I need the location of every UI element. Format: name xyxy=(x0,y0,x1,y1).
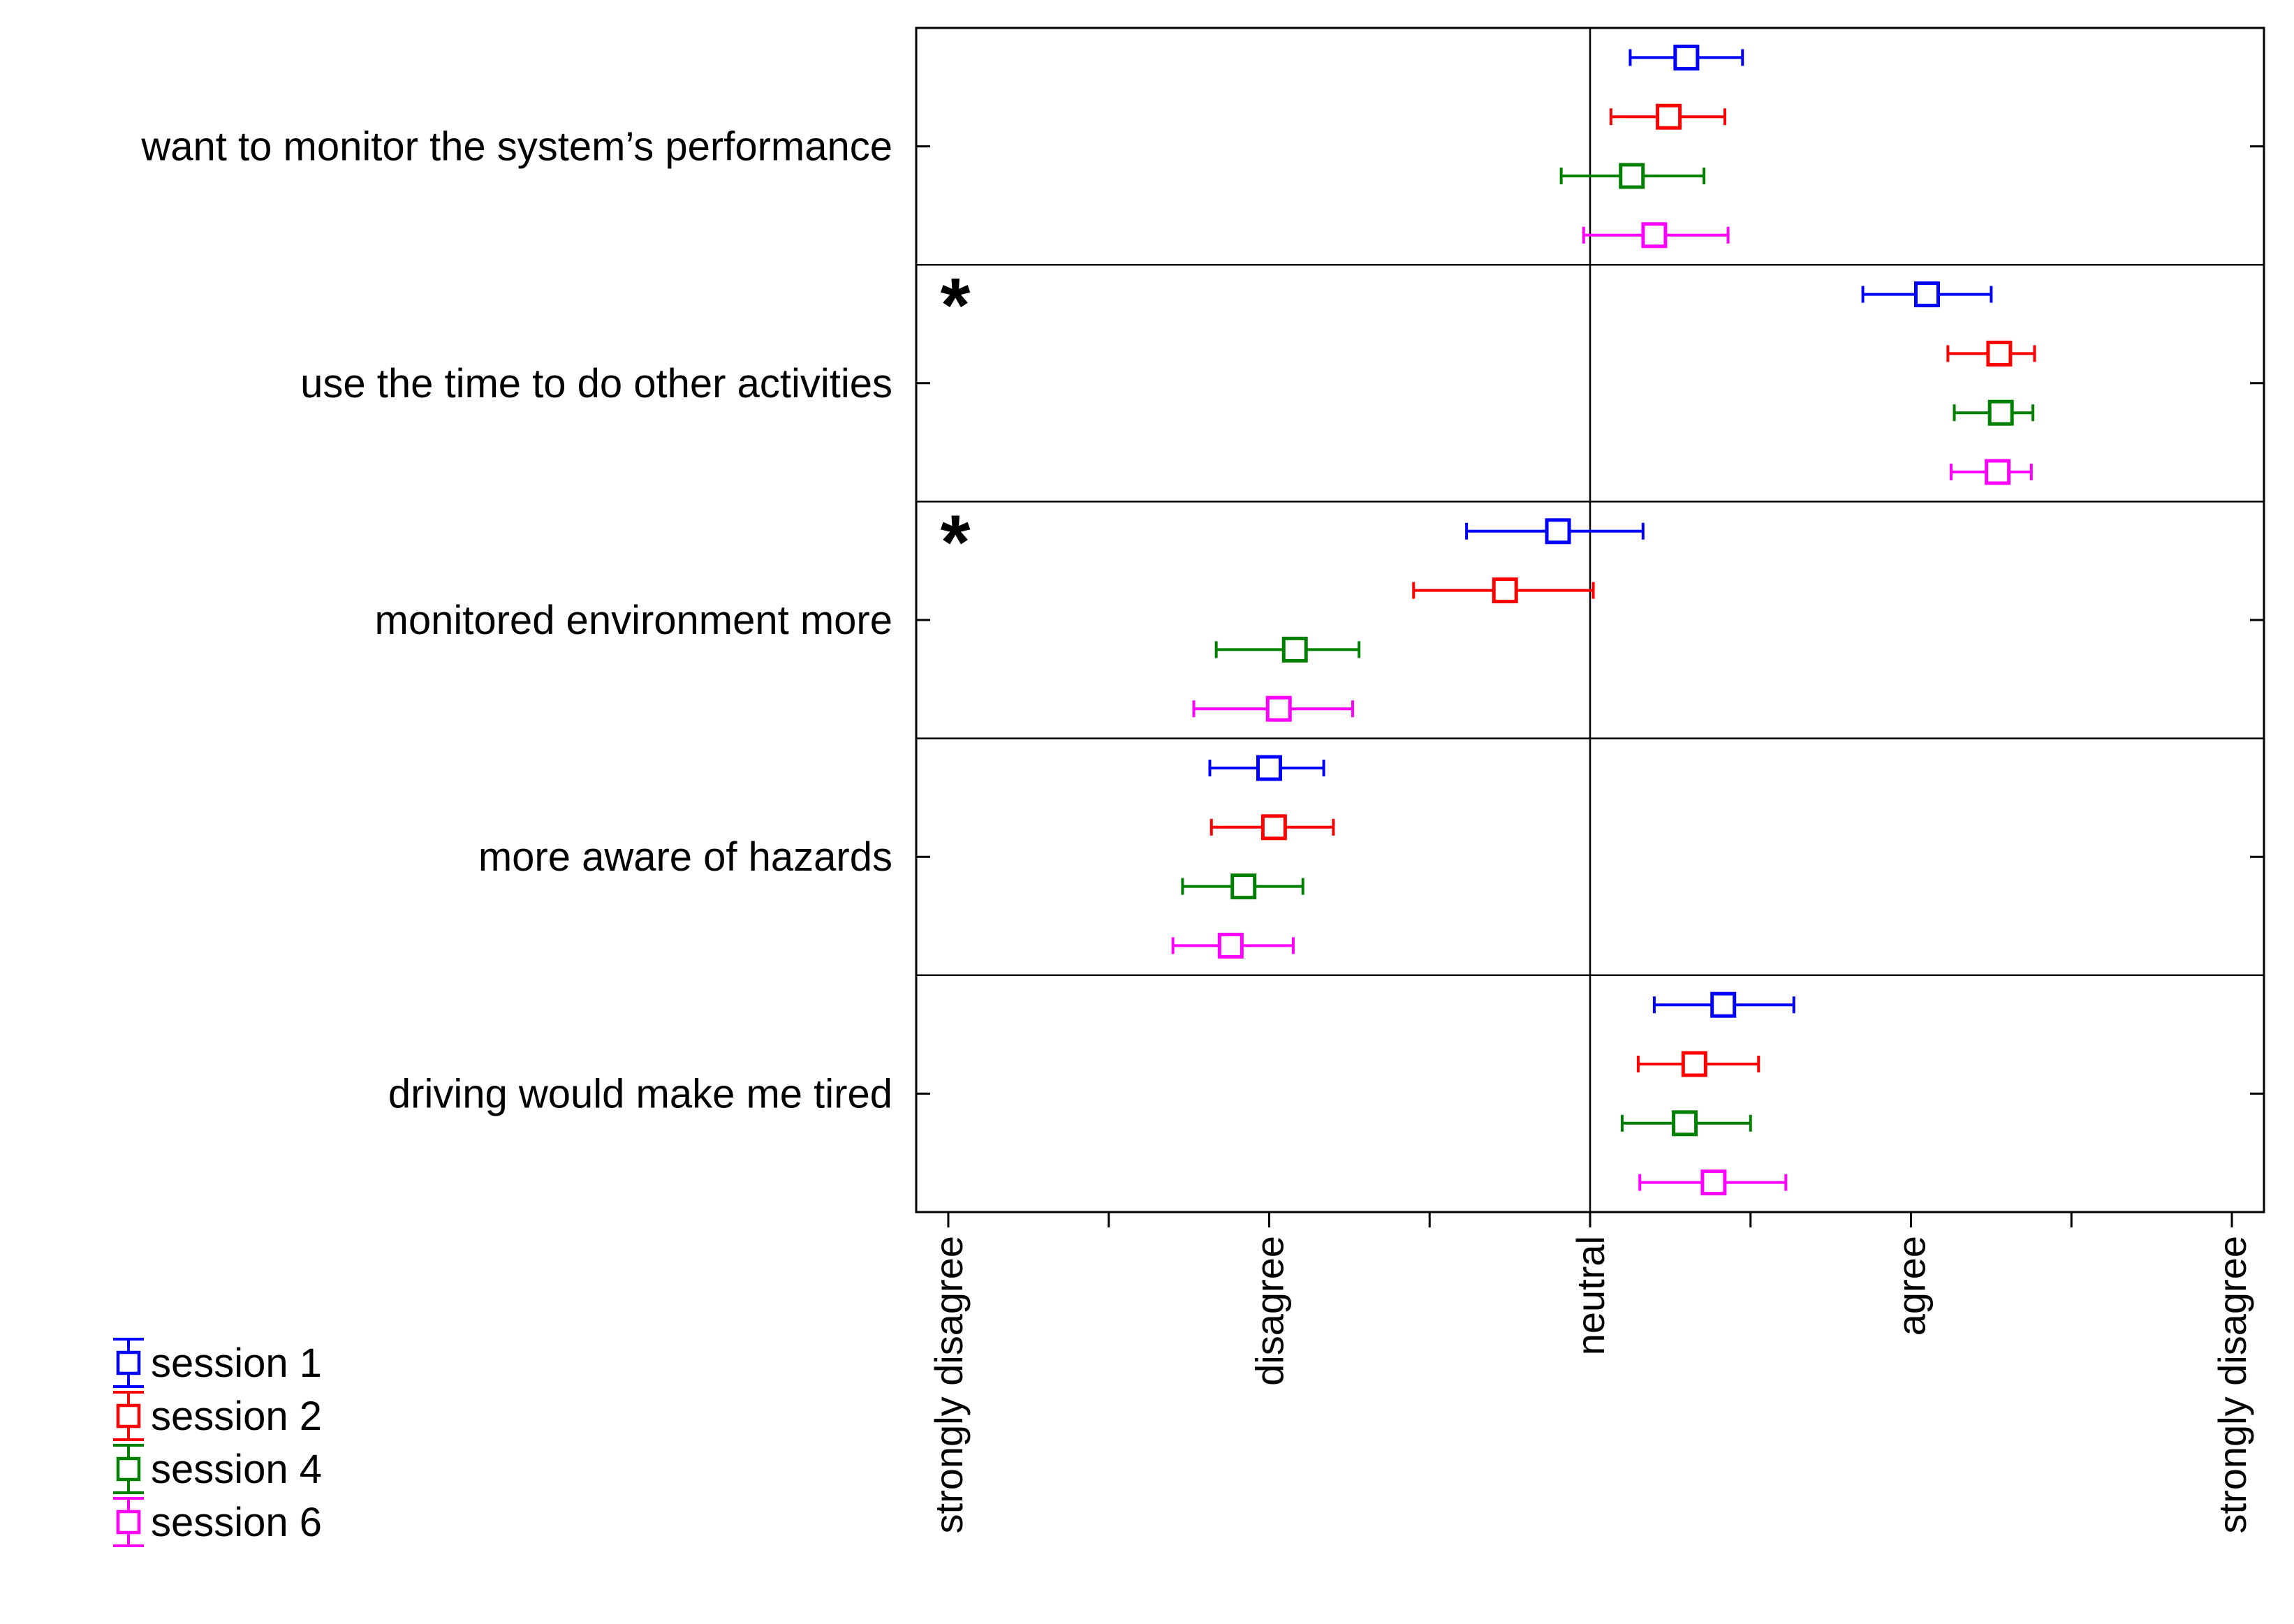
mean-marker xyxy=(1260,814,1287,841)
legend-label: session 2 xyxy=(151,1394,322,1439)
x-tick-label: agree xyxy=(1890,1236,1934,1336)
legend-square-icon xyxy=(116,1403,141,1429)
legend-item: session 6 xyxy=(113,1497,322,1547)
error-bar-session-2 xyxy=(1412,577,1595,604)
mean-marker xyxy=(1641,222,1668,249)
mean-marker xyxy=(1217,932,1244,959)
x-tick-label: strongly disagree xyxy=(927,1236,971,1533)
mean-marker xyxy=(1492,577,1518,604)
error-bar-session-4 xyxy=(1214,636,1361,663)
legend-item: session 4 xyxy=(113,1444,322,1494)
legend-square-icon xyxy=(116,1456,141,1482)
mean-marker xyxy=(1700,1169,1727,1196)
mean-marker xyxy=(1914,281,1940,308)
mean-marker xyxy=(1656,103,1682,130)
error-bar-session-6 xyxy=(1638,1169,1788,1196)
error-bar-session-6 xyxy=(1949,459,2033,485)
error-bar-session-4 xyxy=(1181,873,1304,900)
error-bar-session-1 xyxy=(1208,755,1325,781)
error-bar-session-2 xyxy=(1210,814,1335,841)
grid-layer xyxy=(915,27,2265,1227)
category-label: use the time to do other activities xyxy=(300,361,892,406)
category-label: monitored environment more xyxy=(375,598,892,643)
mean-marker xyxy=(1256,755,1282,781)
x-tick-label: disagree xyxy=(1247,1236,1291,1386)
category-label: want to monitor the system’s performance xyxy=(140,124,892,170)
error-bar-session-6 xyxy=(1192,695,1354,722)
significance-marker: * xyxy=(941,263,971,348)
mean-marker xyxy=(1986,340,2013,367)
error-bar-session-4 xyxy=(1620,1110,1752,1137)
legend-square-icon xyxy=(116,1509,141,1535)
legend-label: session 4 xyxy=(151,1447,322,1492)
legend-label: session 6 xyxy=(151,1500,322,1545)
mean-marker xyxy=(1987,399,2014,426)
error-bar-session-1 xyxy=(1861,281,1993,308)
plot-layer xyxy=(1171,44,2036,1196)
error-bar-session-1 xyxy=(1628,44,1744,71)
x-tick-label: neutral xyxy=(1568,1236,1612,1355)
x-tick-label: strongly disagree xyxy=(2210,1236,2254,1533)
mean-marker xyxy=(1619,163,1645,189)
mean-marker xyxy=(1985,459,2011,485)
mean-marker xyxy=(1545,518,1571,545)
label-layer: strongly disagree disagree neutral agree str… xyxy=(140,124,2254,1534)
significance-marker: * xyxy=(941,499,971,585)
legend-item: session 2 xyxy=(113,1391,322,1441)
error-bar-session-4 xyxy=(1953,399,2035,426)
mean-marker xyxy=(1230,873,1257,900)
legend: session 1 session 2 session 4 session 6 xyxy=(113,1338,322,1547)
mean-marker xyxy=(1710,991,1737,1018)
legend-label: session 1 xyxy=(151,1341,322,1386)
error-bar-session-2 xyxy=(1946,340,2036,367)
error-bar-session-2 xyxy=(1609,103,1726,130)
error-bar-session-4 xyxy=(1559,163,1706,189)
legend-square-icon xyxy=(116,1350,141,1375)
mean-marker xyxy=(1673,44,1700,71)
legend-item: session 1 xyxy=(113,1338,322,1388)
error-bar-session-1 xyxy=(1465,518,1645,545)
category-label: more aware of hazards xyxy=(478,834,892,880)
mean-marker xyxy=(1672,1110,1698,1137)
error-bar-session-2 xyxy=(1636,1051,1760,1077)
mean-marker xyxy=(1281,636,1308,663)
error-bar-session-6 xyxy=(1582,222,1730,249)
error-bar-session-1 xyxy=(1652,991,1795,1018)
mean-marker xyxy=(1265,695,1292,722)
mean-marker xyxy=(1681,1051,1707,1077)
error-bar-session-6 xyxy=(1171,932,1295,959)
category-label: driving would make me tired xyxy=(388,1071,892,1116)
